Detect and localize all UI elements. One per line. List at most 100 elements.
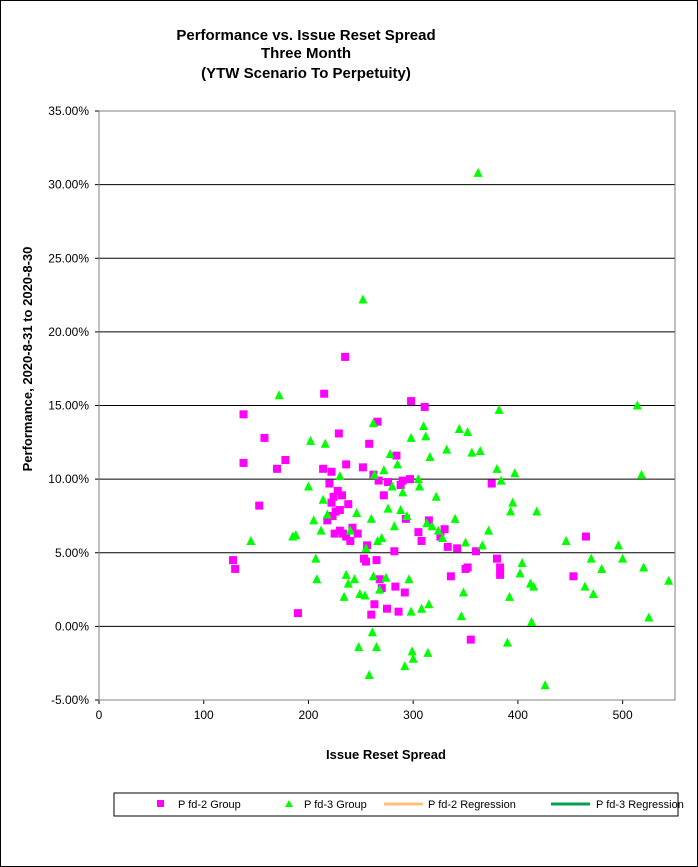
y-tick-label: 30.00%: [48, 178, 89, 192]
pfd3-point: [510, 468, 520, 478]
data-points: [229, 167, 674, 690]
pfd2-point: [496, 570, 505, 579]
pfd3-point: [400, 661, 410, 671]
pfd3-point: [442, 444, 452, 454]
pfd3-point: [373, 535, 383, 545]
pfd2-point: [365, 439, 374, 448]
pfd2-point: [406, 475, 415, 484]
pfd3-point: [318, 494, 328, 504]
pfd3-point: [404, 574, 414, 584]
y-tick-label: 10.00%: [48, 472, 89, 486]
pfd2-point: [342, 532, 351, 541]
pfd3-point: [461, 537, 471, 547]
pfd3-point: [450, 513, 460, 523]
pfd2-point: [569, 572, 578, 581]
pfd3-point: [427, 521, 437, 531]
x-tick-label: 500: [613, 708, 633, 722]
pfd3-point: [433, 525, 443, 535]
pfd3-point: [322, 509, 332, 519]
pfd3-point: [473, 167, 483, 177]
pfd3-point: [438, 533, 448, 543]
pfd3-point: [597, 563, 607, 573]
pfd3-point: [396, 505, 406, 515]
pfd3-point: [532, 506, 542, 516]
pfd3-point: [402, 510, 412, 520]
pfd3-point: [484, 525, 494, 535]
pfd2-point: [260, 433, 269, 442]
pfd3-point: [636, 469, 646, 479]
pfd2-point: [363, 541, 372, 550]
x-tick-label: 200: [298, 708, 318, 722]
pfd3-point: [350, 574, 360, 584]
legend-marker-pfd2: [157, 800, 164, 807]
legend: P fd-2 Group P fd-3 Group P fd-2 Regress…: [113, 792, 684, 817]
pfd3-point: [419, 421, 429, 431]
chart-title-line-2: Three Month: [261, 45, 351, 62]
pfd2-point: [325, 479, 334, 488]
pfd3-point: [360, 590, 370, 600]
legend-label-pfd3: P fd-3 Group: [304, 799, 367, 811]
pfd3-point: [335, 471, 345, 481]
y-tick-label: 20.00%: [48, 325, 89, 339]
pfd2-point: [383, 604, 391, 613]
y-axis-title: Performance, 2020-8-31 to 2020-8-30: [20, 247, 35, 472]
pfd3-point: [407, 646, 417, 656]
pfd2-point: [330, 529, 339, 538]
pfd3-point: [527, 616, 537, 626]
pfd3-point: [381, 572, 391, 582]
pfd2-point: [436, 532, 445, 541]
pfd2-point: [379, 491, 388, 500]
pfd3-point: [454, 424, 464, 434]
pfd2-point: [331, 507, 340, 516]
pfd3-point: [613, 540, 623, 550]
pfd2-point: [320, 389, 329, 398]
pfd2-point: [327, 467, 336, 476]
pfd2-point: [487, 479, 496, 488]
pfd3-point: [588, 588, 598, 598]
pfd3-point: [345, 525, 355, 535]
chart-title-line-3: (YTW Scenario To Perpetuity): [201, 65, 411, 82]
pfd3-point: [367, 627, 377, 637]
pfd2-point: [420, 402, 429, 411]
pfd2-point: [373, 417, 382, 426]
pfd2-point: [231, 564, 240, 573]
pfd3-point: [358, 294, 368, 304]
pfd3-point: [312, 574, 322, 584]
chart-title-line-1: Performance vs. Issue Reset Spread: [176, 27, 435, 44]
legend-label-pfd3-regression: P fd-3 Regression: [596, 799, 684, 811]
pfd3-point: [352, 507, 362, 517]
x-axis-title: Issue Reset Spread: [326, 747, 446, 762]
y-tick-label: 0.00%: [55, 619, 89, 633]
pfd2-point: [319, 464, 328, 473]
pfd3-point: [561, 535, 571, 545]
pfd3-point: [586, 553, 596, 563]
pfd2-point: [239, 410, 248, 419]
y-tick-label: -5.00%: [51, 693, 89, 707]
pfd3-point: [475, 446, 485, 456]
pfd3-point: [361, 543, 371, 553]
pfd2-point: [472, 547, 481, 556]
pfd2-point: [372, 556, 381, 565]
pfd3-point: [494, 404, 504, 414]
pfd2-point: [398, 476, 407, 485]
plot-area: [98, 110, 676, 701]
pfd2-point: [229, 556, 238, 565]
pfd3-point: [422, 518, 432, 528]
pfd2-point: [348, 523, 357, 532]
pfd3-point: [355, 588, 365, 598]
pfd2-point: [239, 458, 248, 467]
pfd3-point: [492, 463, 502, 473]
pfd3-point: [644, 612, 654, 622]
pfd2-point: [346, 536, 355, 545]
pfd3-point: [372, 641, 382, 651]
pfd3-point: [383, 503, 393, 513]
pfd3-point: [502, 637, 512, 647]
pfd3-point: [580, 581, 590, 591]
pfd3-point: [529, 581, 539, 591]
pfd2-point: [396, 481, 405, 490]
pfd3-point: [309, 515, 319, 525]
pfd2-point: [327, 498, 336, 507]
pfd2-point: [328, 511, 337, 520]
